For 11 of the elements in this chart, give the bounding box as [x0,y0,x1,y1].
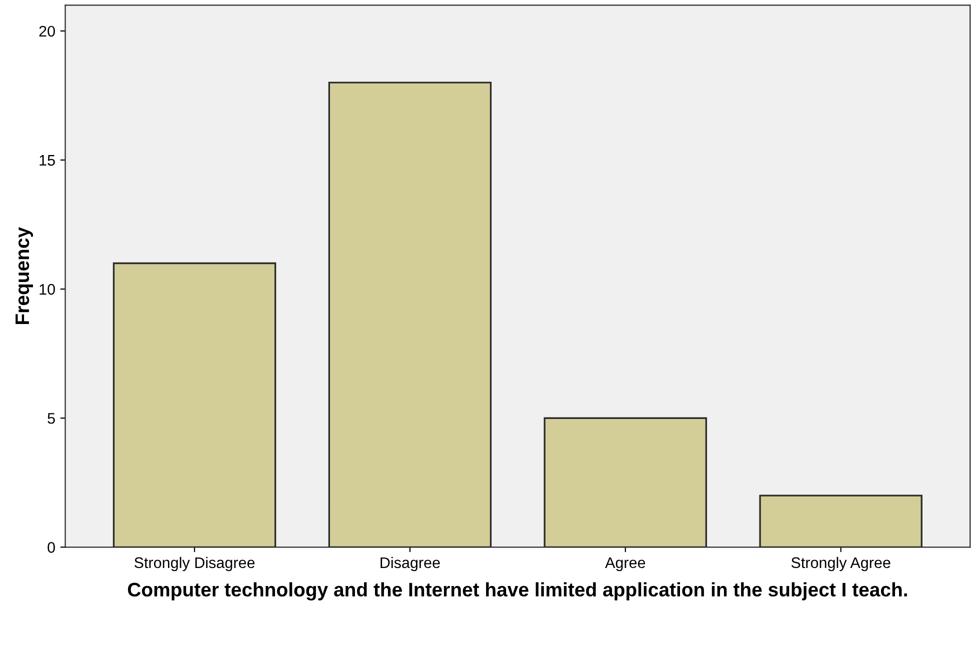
x-tick-label: Agree [605,557,646,572]
x-axis-title: Computer technology and the Internet have limited application in the subject I teach. [128,582,907,600]
x-tick-label: Strongly Agree [791,556,890,572]
y-tick-label: 10 [40,284,55,295]
y-axis-title: Frequency [16,227,33,324]
y-tick-label: 5 [48,413,55,424]
x-tick-label: Strongly Disagree [134,556,255,572]
x-tick-label: Disagree [380,556,440,572]
y-tick-label: 15 [40,155,55,166]
y-tick-label: 0 [48,542,55,553]
y-tick-label: 20 [39,26,55,37]
